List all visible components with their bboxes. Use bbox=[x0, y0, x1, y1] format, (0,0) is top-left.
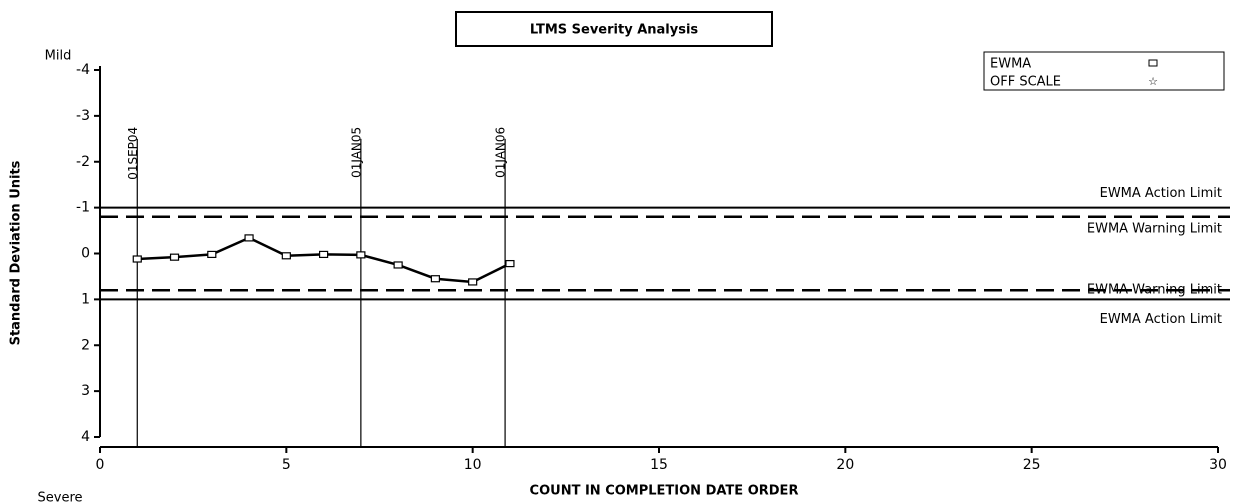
y-top-label: Mild bbox=[45, 49, 72, 64]
chart-title: LTMS Severity Analysis bbox=[530, 23, 699, 38]
x-tick-label: 15 bbox=[650, 457, 668, 473]
point-marker bbox=[207, 250, 217, 259]
y-tick-label: 1 bbox=[81, 291, 90, 307]
point-marker bbox=[430, 275, 440, 283]
y-axis-label: Standard Deviation Units bbox=[9, 160, 24, 345]
x-tick-label: 0 bbox=[96, 457, 105, 473]
y-tick-label: -2 bbox=[76, 154, 90, 170]
date-label: 01JAN06 bbox=[494, 127, 508, 178]
y-bottom-label: Severe bbox=[38, 491, 83, 503]
y-tick-label: -4 bbox=[76, 62, 90, 78]
y-tick-label: 2 bbox=[81, 337, 90, 353]
date-label: 01SEP04 bbox=[126, 127, 140, 180]
x-tick-label: 10 bbox=[464, 457, 482, 473]
legend-marker: ☆ bbox=[1148, 75, 1158, 88]
title-box bbox=[455, 11, 773, 47]
series-line bbox=[137, 236, 511, 284]
legend-label: OFF SCALE bbox=[990, 75, 1061, 90]
legend-box bbox=[983, 51, 1225, 91]
x-tick-label: 25 bbox=[1023, 457, 1041, 473]
y-tick-label: 3 bbox=[81, 383, 90, 399]
date-label: 01JAN05 bbox=[349, 127, 363, 178]
legend-label: EWMA bbox=[990, 57, 1031, 72]
y-tick-label: -3 bbox=[76, 108, 90, 124]
point-marker bbox=[244, 234, 254, 242]
x-tick-label: 20 bbox=[836, 457, 854, 473]
point-marker bbox=[281, 252, 291, 260]
point-marker bbox=[468, 278, 478, 286]
x-tick-label: 30 bbox=[1209, 457, 1227, 473]
reference-label: EWMA Action Limit bbox=[1100, 312, 1222, 327]
point-marker bbox=[132, 255, 142, 263]
y-tick-label: 0 bbox=[81, 246, 90, 262]
point-marker bbox=[169, 253, 180, 261]
legend-marker bbox=[1148, 59, 1158, 67]
x-axis-label: COUNT IN COMPLETION DATE ORDER bbox=[530, 484, 799, 499]
reference-label: EWMA Action Limit bbox=[1100, 186, 1222, 201]
point-marker bbox=[505, 259, 515, 268]
reference-label: EWMA Warning Limit bbox=[1087, 283, 1222, 298]
point-marker bbox=[356, 251, 366, 259]
y-tick-label: -1 bbox=[76, 200, 90, 216]
x-tick-label: 5 bbox=[282, 457, 291, 473]
point-marker bbox=[393, 261, 403, 269]
point-marker bbox=[319, 250, 329, 259]
reference-label: EWMA Warning Limit bbox=[1087, 221, 1222, 236]
y-tick-label: 4 bbox=[81, 429, 90, 445]
